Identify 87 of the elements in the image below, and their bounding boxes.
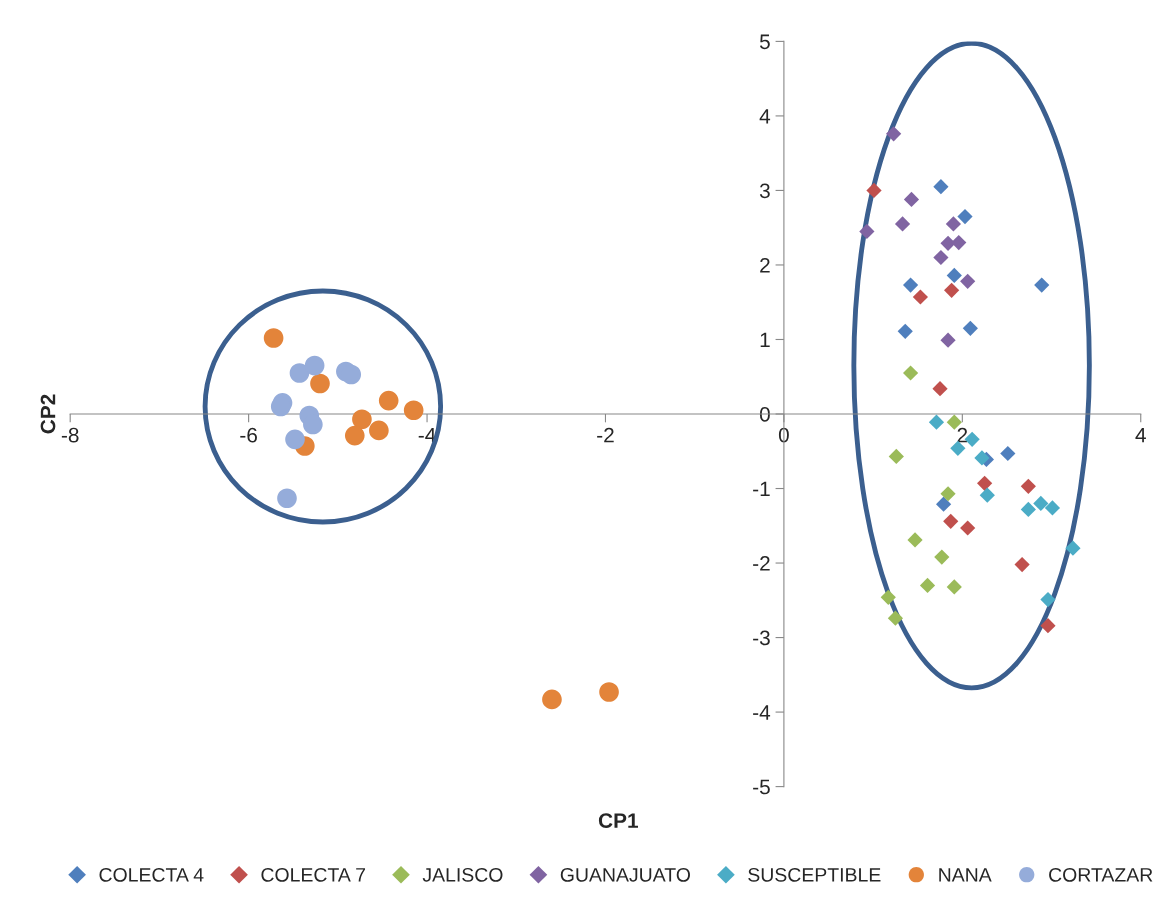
- point: [962, 320, 978, 336]
- point: [1014, 556, 1030, 573]
- point: [977, 475, 993, 491]
- point: [887, 610, 904, 626]
- point: [928, 414, 945, 430]
- legend-label: SUSCEPTIBLE: [748, 867, 881, 882]
- y-tick-label: -5: [753, 779, 770, 795]
- point: [897, 323, 913, 339]
- point: [919, 577, 936, 593]
- point: [957, 208, 973, 225]
- y-tick-label: 2: [760, 257, 770, 273]
- point: [344, 425, 365, 446]
- point: [888, 448, 904, 465]
- point: [378, 390, 399, 411]
- point: [951, 235, 967, 251]
- x-tick-label: -6: [240, 427, 257, 443]
- point: [886, 126, 902, 142]
- point: [974, 450, 990, 466]
- point: [907, 532, 923, 548]
- point: [1033, 495, 1049, 512]
- point: [285, 429, 305, 450]
- point: [1020, 501, 1036, 517]
- point: [934, 549, 950, 565]
- point: [880, 589, 896, 605]
- x-tick-label: 0: [778, 427, 789, 443]
- point: [903, 191, 920, 207]
- x-tick-label: -2: [597, 427, 614, 443]
- legend-label: GUANAJUATO: [560, 867, 690, 882]
- y-tick-label: 1: [760, 332, 770, 348]
- y-tick-label: 4: [759, 109, 771, 124]
- point: [263, 328, 284, 348]
- x-tick-label: 4: [1135, 427, 1146, 443]
- point: [542, 689, 562, 710]
- point: [932, 381, 948, 397]
- point: [1044, 500, 1061, 516]
- point: [940, 486, 956, 502]
- point: [960, 520, 976, 536]
- point: [945, 216, 962, 232]
- point: [933, 249, 949, 266]
- y-tick-label: 0: [759, 407, 770, 422]
- point: [1034, 277, 1050, 293]
- legend-label: COLECTA 7: [261, 867, 366, 882]
- point: [912, 289, 928, 305]
- y-tick-label: -3: [753, 630, 770, 646]
- point: [277, 488, 297, 509]
- point: [1020, 478, 1036, 494]
- point: [935, 496, 952, 512]
- point: [310, 373, 330, 394]
- x-axis-title: CP1: [598, 813, 638, 828]
- point: [944, 282, 960, 298]
- point: [859, 223, 875, 240]
- point: [352, 409, 372, 430]
- point: [933, 179, 949, 195]
- point: [304, 355, 325, 376]
- y-axis-title: CP2: [40, 394, 56, 434]
- point: [289, 363, 310, 383]
- point: [946, 267, 962, 283]
- point: [960, 273, 976, 289]
- point: [902, 277, 919, 293]
- legend-label: NANA: [939, 868, 992, 882]
- point: [866, 182, 882, 199]
- legend-label: JALISCO: [422, 867, 503, 882]
- y-tick-label: 5: [759, 34, 770, 50]
- point: [1040, 591, 1056, 608]
- point: [341, 364, 362, 385]
- point: [946, 579, 962, 595]
- point: [902, 365, 919, 381]
- point: [369, 420, 389, 441]
- point: [894, 216, 911, 232]
- y-tick-label: -2: [753, 556, 770, 571]
- legend-label: CORTAZAR: [1049, 867, 1153, 882]
- point: [940, 235, 956, 251]
- y-tick-label: -4: [753, 705, 771, 720]
- legend-label: COLECTA 4: [99, 867, 204, 882]
- point: [599, 682, 619, 702]
- point: [943, 513, 959, 529]
- point: [1040, 618, 1056, 634]
- point: [1065, 540, 1081, 556]
- x-tick-label: 2: [957, 427, 968, 443]
- point: [979, 487, 995, 503]
- point: [403, 400, 424, 421]
- y-tick-label: 3: [759, 183, 770, 199]
- y-tick-label: -1: [753, 481, 770, 497]
- x-tick-label: -8: [61, 427, 79, 443]
- point: [940, 332, 956, 348]
- point: [303, 414, 323, 435]
- point: [1000, 445, 1016, 462]
